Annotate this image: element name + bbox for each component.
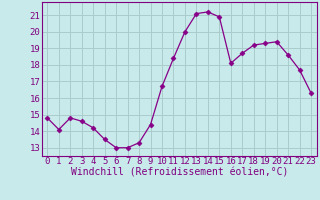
X-axis label: Windchill (Refroidissement éolien,°C): Windchill (Refroidissement éolien,°C) xyxy=(70,168,288,178)
